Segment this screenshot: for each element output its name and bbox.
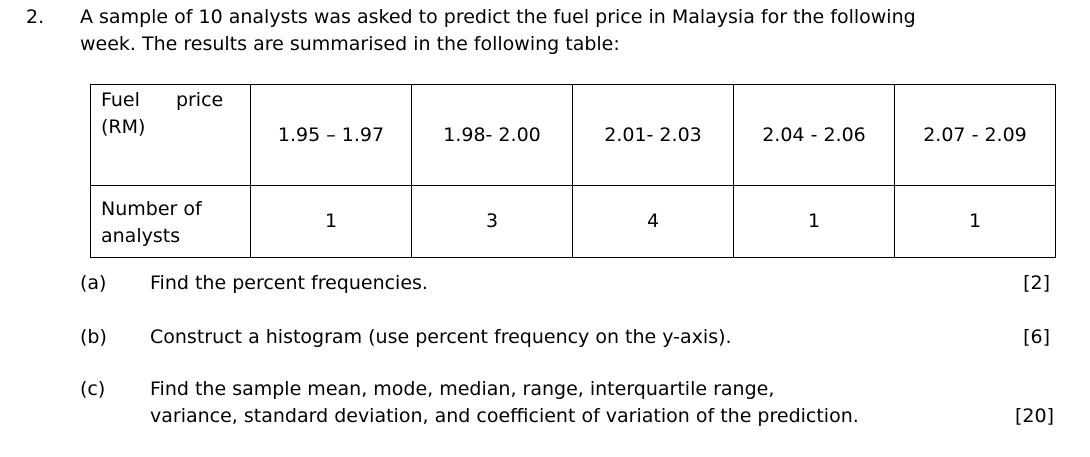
intro-line: A sample of 10 analysts was asked to pre… [80, 6, 916, 28]
table-row: Number of analysts 1 3 4 1 1 [90, 185, 1056, 258]
cell: 1 [250, 185, 412, 258]
question-number: 2. [26, 6, 45, 28]
table-row: Fuel price (RM) 1.95 – 1.97 1.98- 2.00 2… [90, 84, 1056, 186]
part-text: Construct a histogram (use percent frequ… [150, 326, 732, 348]
part-label: (a) [80, 272, 107, 294]
cell: 1 [733, 185, 895, 258]
cell: 1 [894, 185, 1056, 258]
part-label: (c) [80, 378, 106, 400]
part-text: Find the sample mean, mode, median, rang… [150, 378, 775, 400]
row-header: Number of analysts [90, 185, 251, 258]
part-marks: [6] [1023, 326, 1050, 348]
part-marks: [20] [1014, 405, 1054, 427]
cell: 3 [411, 185, 573, 258]
data-table: Fuel price (RM) 1.95 – 1.97 1.98- 2.00 2… [90, 84, 1056, 258]
cell: 2.07 - 2.09 [894, 84, 1056, 186]
part-label: (b) [80, 326, 107, 348]
cell-text: Fuel price (RM) [101, 89, 224, 138]
part-text: variance, standard deviation, and coeffi… [150, 405, 859, 427]
cell-text: Number of analysts [101, 198, 202, 247]
part-text: Find the percent frequencies. [150, 272, 428, 294]
part-marks: [2] [1023, 272, 1050, 294]
intro-line: week. The results are summarised in the … [80, 33, 620, 55]
cell: 1.98- 2.00 [411, 84, 573, 186]
cell: 2.04 - 2.06 [733, 84, 895, 186]
cell: 2.01- 2.03 [572, 84, 734, 186]
cell: 4 [572, 185, 734, 258]
cell: 1.95 – 1.97 [250, 84, 412, 186]
row-header: Fuel price (RM) [90, 84, 251, 186]
